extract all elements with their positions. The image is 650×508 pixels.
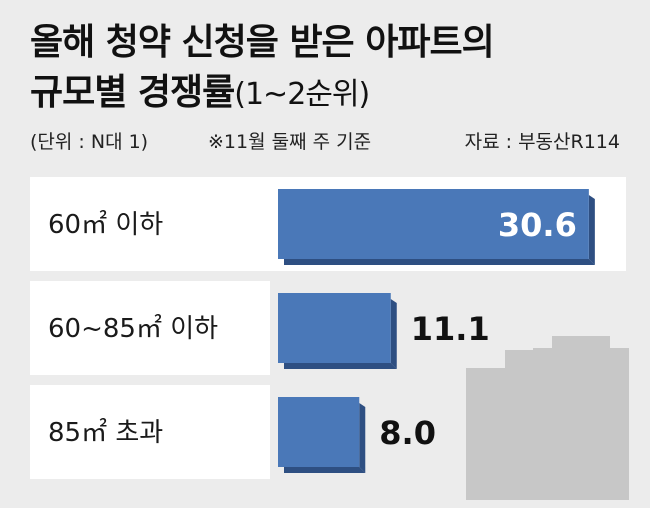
bar-shadow-bottom-3 bbox=[284, 467, 366, 473]
bar-2 bbox=[278, 293, 391, 363]
category-label-3: 85㎡ 초과 bbox=[48, 418, 163, 448]
bar-1 bbox=[278, 189, 589, 259]
bar-shadow-side-3 bbox=[359, 403, 366, 473]
value-label-2: 11.1 bbox=[411, 310, 490, 348]
bar-3 bbox=[278, 397, 360, 467]
title-suffix: (1~2순위) bbox=[234, 77, 370, 112]
building-right-top bbox=[552, 336, 610, 350]
basis-note: ※11월 둘째 주 기준 bbox=[208, 131, 372, 153]
title-line-2: 규모별 경쟁률(1~2순위) bbox=[30, 68, 494, 120]
bar-shadow-side-1 bbox=[588, 195, 595, 265]
bar-shadow-side-2 bbox=[390, 299, 397, 369]
building-right bbox=[533, 348, 629, 500]
title-main: 규모별 경쟁률 bbox=[30, 72, 235, 113]
value-label-3: 8.0 bbox=[379, 414, 436, 452]
bar-shadow-bottom-1 bbox=[284, 259, 595, 265]
category-row-2 bbox=[30, 281, 270, 375]
buildings-graphic bbox=[466, 336, 629, 500]
category-label-1: 60㎡ 이하 bbox=[48, 210, 163, 240]
unit-note: (단위 : N대 1) bbox=[30, 131, 149, 153]
value-label-1: 30.6 bbox=[498, 206, 577, 244]
source-note: 자료 : 부동산R114 bbox=[464, 131, 620, 153]
category-label-2: 60~85㎡ 이하 bbox=[48, 314, 218, 344]
bar-shadow-bottom-2 bbox=[284, 363, 397, 369]
chart-title: 올해 청약 신청을 받은 아파트의 규모별 경쟁률(1~2순위) bbox=[30, 18, 495, 120]
category-row-3 bbox=[30, 385, 270, 479]
title-line-1: 올해 청약 신청을 받은 아파트의 bbox=[30, 22, 495, 63]
